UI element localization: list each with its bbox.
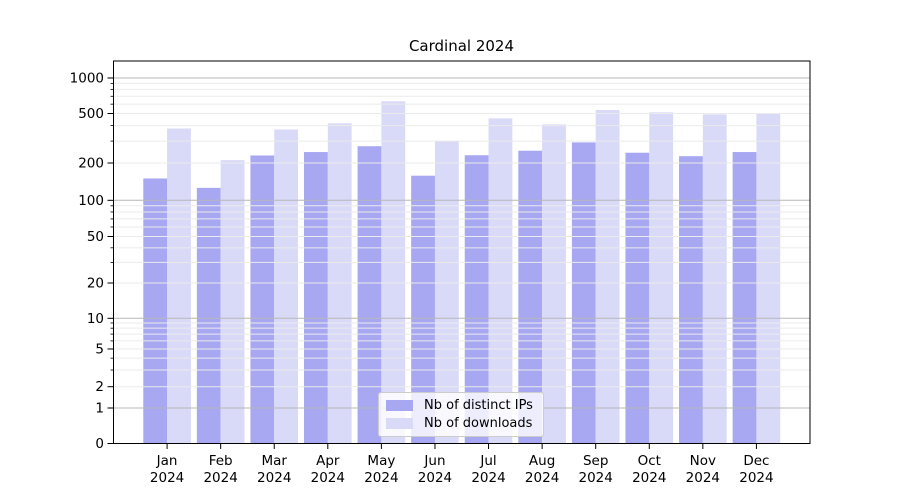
bar-downloads <box>542 124 566 444</box>
x-tick-label-year: 2024 <box>632 470 666 486</box>
bar-distinct-ips <box>357 146 382 444</box>
x-tick-label-year: 2024 <box>311 470 345 486</box>
x-tick-label-year: 2024 <box>471 470 505 486</box>
x-tick-label-month: Mar <box>261 453 287 469</box>
x-tick-label-year: 2024 <box>150 470 184 486</box>
y-tick-label: 1000 <box>70 70 104 86</box>
x-tick-label-year: 2024 <box>203 470 237 486</box>
y-tick-label: 100 <box>78 193 104 209</box>
x-tick-label-month: Jun <box>423 453 445 469</box>
bar-distinct-ips <box>143 178 168 444</box>
bar-distinct-ips <box>625 152 650 444</box>
bar-downloads <box>167 128 191 444</box>
x-tick-label-month: Jan <box>156 453 178 469</box>
bar-downloads <box>702 114 727 444</box>
bar-downloads <box>649 112 674 444</box>
y-tick-label: 5 <box>95 341 104 357</box>
bar-distinct-ips <box>679 156 703 444</box>
legend-swatch-distinct-ips-icon <box>386 400 413 411</box>
bar-downloads <box>595 110 620 444</box>
bar-distinct-ips <box>571 142 596 444</box>
x-tick-label-month: May <box>367 453 395 469</box>
legend-item-downloads: Nb of downloads <box>386 416 537 431</box>
bar-distinct-ips <box>304 152 328 444</box>
legend-label-distinct-ips: Nb of distinct IPs <box>424 398 533 413</box>
x-tick-label-month: Oct <box>638 453 661 469</box>
legend-swatch-downloads-icon <box>386 418 413 429</box>
x-tick-label-month: Dec <box>743 453 769 469</box>
x-tick-label-month: Sep <box>583 453 608 469</box>
y-tick-label: 1 <box>95 401 104 417</box>
legend: Nb of distinct IPs Nb of downloads <box>378 392 544 437</box>
x-tick-label-month: Feb <box>209 453 233 469</box>
bar-distinct-ips <box>196 187 221 444</box>
bar-distinct-ips <box>411 175 435 444</box>
x-tick-label-year: 2024 <box>739 470 773 486</box>
x-tick-label-year: 2024 <box>686 470 720 486</box>
x-tick-label-year: 2024 <box>364 470 398 486</box>
x-tick-label-year: 2024 <box>525 470 559 486</box>
y-tick-label: 500 <box>78 106 104 122</box>
bar-downloads <box>756 113 781 444</box>
chart-title: Cardinal 2024 <box>408 37 515 55</box>
axis-frame <box>113 60 811 444</box>
y-tick-label: 20 <box>87 276 104 292</box>
y-tick-label: 2 <box>95 379 104 395</box>
x-tick-label-month: Jul <box>479 453 496 469</box>
legend-item-distinct-ips: Nb of distinct IPs <box>386 398 537 413</box>
y-tick-label: 50 <box>87 229 104 245</box>
x-tick-label-month: Aug <box>529 453 555 469</box>
y-tick-label: 10 <box>87 311 104 327</box>
x-tick-label-year: 2024 <box>257 470 291 486</box>
bar-downloads <box>434 140 459 444</box>
legend-label-downloads: Nb of downloads <box>424 416 533 431</box>
x-tick-label-month: Nov <box>690 453 716 469</box>
bar-distinct-ips <box>250 155 275 444</box>
x-tick-label-month: Apr <box>316 453 340 469</box>
bar-distinct-ips <box>732 152 757 444</box>
y-tick-label: 200 <box>78 156 104 172</box>
bar-downloads <box>274 129 299 444</box>
x-tick-label-year: 2024 <box>579 470 613 486</box>
bar-downloads <box>220 160 245 444</box>
y-tick-label: 0 <box>95 436 104 452</box>
bar-downloads <box>488 118 513 444</box>
x-tick-label-year: 2024 <box>418 470 452 486</box>
